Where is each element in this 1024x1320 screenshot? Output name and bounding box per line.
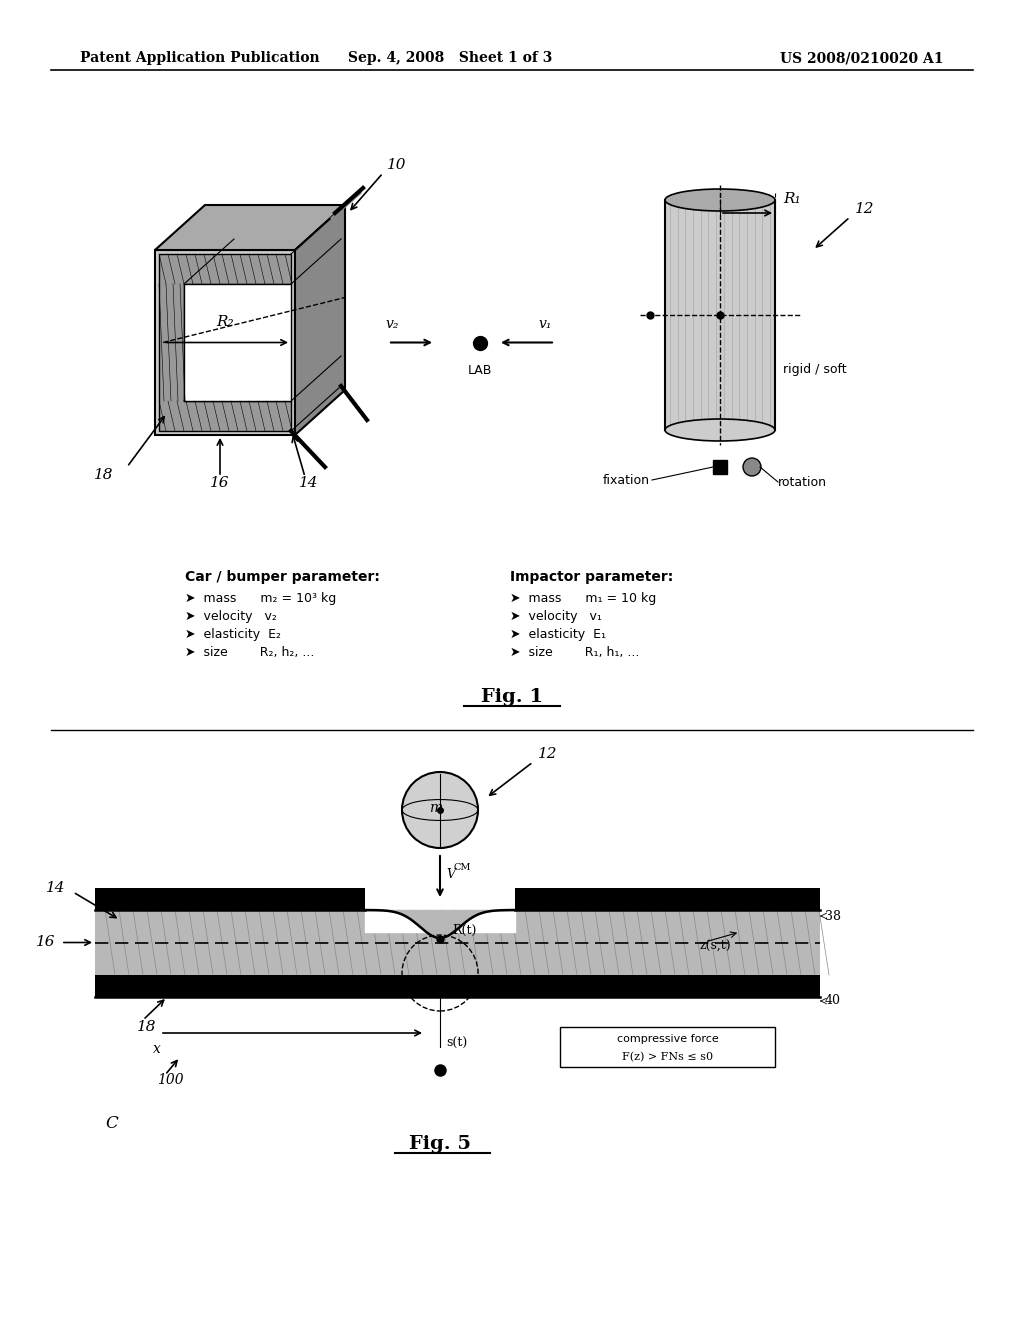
Text: ➤  elasticity  E₂: ➤ elasticity E₂ [185, 628, 281, 642]
Circle shape [743, 458, 761, 477]
Text: ➤  mass      m₂ = 10³ kg: ➤ mass m₂ = 10³ kg [185, 591, 336, 605]
Polygon shape [159, 253, 291, 432]
Text: s(t): s(t) [446, 1036, 467, 1049]
Polygon shape [295, 205, 345, 436]
Text: Fig. 1: Fig. 1 [481, 688, 543, 706]
Text: ➤  velocity   v₂: ➤ velocity v₂ [185, 610, 276, 623]
Circle shape [402, 772, 478, 847]
Polygon shape [209, 209, 341, 239]
Text: ➤  velocity   v₁: ➤ velocity v₁ [510, 610, 602, 623]
Text: 10: 10 [387, 158, 407, 172]
Text: 14: 14 [45, 880, 65, 895]
Polygon shape [184, 284, 291, 401]
Polygon shape [665, 201, 775, 430]
Text: ➤  mass      m₁ = 10 kg: ➤ mass m₁ = 10 kg [510, 591, 656, 605]
Text: 16: 16 [210, 477, 229, 490]
Text: 12: 12 [538, 747, 557, 762]
Text: Car / bumper parameter:: Car / bumper parameter: [185, 570, 380, 583]
Text: 12: 12 [855, 202, 874, 216]
Text: ➤  size        R₁, h₁, ...: ➤ size R₁, h₁, ... [510, 645, 639, 659]
Text: F(z) > FNs ≤ s0: F(z) > FNs ≤ s0 [622, 1052, 713, 1063]
Ellipse shape [665, 418, 775, 441]
Text: R(t): R(t) [452, 924, 476, 936]
Polygon shape [155, 205, 345, 249]
Text: CM: CM [454, 863, 471, 873]
Text: x: x [153, 1041, 161, 1056]
Text: C: C [105, 1114, 118, 1131]
Text: R₂: R₂ [216, 314, 233, 329]
Text: 40: 40 [825, 994, 841, 1007]
Text: Patent Application Publication: Patent Application Publication [80, 51, 319, 65]
Text: 100: 100 [157, 1073, 183, 1086]
Polygon shape [713, 459, 727, 474]
Bar [95, 909, 820, 975]
Text: compressive force: compressive force [616, 1034, 719, 1044]
Text: rigid / soft: rigid / soft [783, 363, 847, 376]
Bar [560, 1027, 775, 1067]
Text: 18: 18 [93, 469, 113, 482]
Text: Impactor parameter:: Impactor parameter: [510, 570, 673, 583]
Polygon shape [155, 249, 295, 436]
Bar [95, 888, 365, 909]
Text: Sep. 4, 2008   Sheet 1 of 3: Sep. 4, 2008 Sheet 1 of 3 [348, 51, 552, 65]
Text: v₂: v₂ [385, 318, 398, 331]
Text: 38: 38 [825, 909, 841, 923]
Text: 18: 18 [137, 1020, 157, 1034]
Text: fixation: fixation [603, 474, 650, 487]
Bar [95, 975, 820, 997]
Text: ➤  size        R₂, h₂, ...: ➤ size R₂, h₂, ... [185, 645, 314, 659]
Text: v₁: v₁ [539, 318, 552, 331]
Text: z(s,t): z(s,t) [700, 940, 731, 953]
Text: 16: 16 [36, 936, 55, 949]
Ellipse shape [665, 189, 775, 211]
Text: US 2008/0210020 A1: US 2008/0210020 A1 [780, 51, 943, 65]
Text: V: V [446, 869, 455, 882]
Text: LAB: LAB [468, 364, 493, 378]
Text: rotation: rotation [778, 475, 827, 488]
Text: ➤  elasticity  E₁: ➤ elasticity E₁ [510, 628, 606, 642]
Bar [515, 888, 820, 909]
Text: Fig. 5: Fig. 5 [409, 1135, 471, 1152]
Text: m: m [429, 801, 442, 814]
Text: R₁: R₁ [783, 191, 801, 206]
Text: 14: 14 [299, 477, 318, 490]
